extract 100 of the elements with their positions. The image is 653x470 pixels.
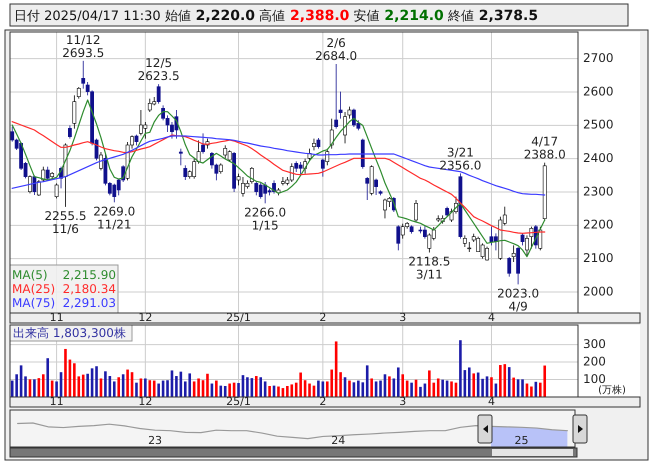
- bar: [414, 380, 418, 397]
- bar: [486, 376, 488, 397]
- candlestick: [348, 106, 352, 120]
- y-tick-label: 2200: [583, 218, 614, 232]
- bar: [184, 381, 187, 397]
- bar: [459, 340, 462, 397]
- bar: [317, 380, 320, 397]
- candlestick: [72, 94, 76, 130]
- text: MA(5): [12, 268, 48, 282]
- bar: [259, 377, 262, 397]
- candlestick: [36, 180, 41, 196]
- text: 3/21 2356.0: [439, 145, 482, 172]
- bar: [290, 384, 294, 397]
- bar: [272, 386, 276, 397]
- bar: [494, 384, 498, 397]
- bar: [82, 374, 85, 397]
- candlestick: [338, 91, 342, 120]
- bar: [499, 365, 502, 397]
- annotation: 2,291.03: [62, 296, 116, 310]
- bar: [339, 372, 342, 397]
- y-axis-title: (万株): [598, 384, 626, 396]
- bar: [406, 380, 408, 397]
- bar: [228, 384, 231, 397]
- bar: [352, 382, 356, 397]
- bar: [232, 382, 236, 397]
- bar: [428, 370, 431, 397]
- candlestick: [467, 242, 472, 252]
- bar: [322, 381, 324, 397]
- candlestick: [462, 234, 467, 248]
- bar: [436, 378, 440, 397]
- candlestick: [525, 234, 529, 258]
- text: 12/5 2623.5: [138, 56, 180, 84]
- candlestick: [183, 164, 188, 180]
- bar: [50, 380, 54, 397]
- bar: [366, 365, 369, 397]
- text: MA(75): [12, 296, 56, 310]
- annotation: 2,215.90: [62, 268, 116, 282]
- bar: [348, 380, 351, 397]
- bar: [144, 378, 147, 397]
- bar: [326, 381, 329, 397]
- bar: [15, 374, 18, 397]
- y-tick-label: 300: [583, 336, 606, 351]
- bar: [152, 380, 156, 397]
- candlestick: [32, 174, 36, 196]
- bar: [534, 382, 538, 397]
- bar: [77, 376, 80, 397]
- candlestick: [148, 98, 152, 112]
- bar: [521, 379, 524, 397]
- y-tick-label: 2600: [583, 84, 614, 98]
- candlestick: [365, 176, 370, 200]
- x-tick-label: 4: [488, 395, 495, 408]
- bar: [140, 378, 142, 397]
- candlestick: [400, 223, 405, 240]
- bar: [299, 372, 302, 397]
- bar: [33, 379, 36, 397]
- bar: [361, 382, 364, 397]
- x-tick-label: 4: [488, 311, 495, 324]
- candlestick: [236, 173, 240, 186]
- chart-title: 日付 2025/04/17 11:30 始値 2,220.0 高値 2,388.0 安値 2,214.0 終値 2,378.5: [14, 8, 538, 24]
- bar: [10, 380, 14, 397]
- candlestick: [374, 178, 378, 196]
- bar: [446, 380, 448, 397]
- candlestick: [46, 166, 50, 180]
- candlestick: [312, 138, 316, 151]
- bar: [508, 367, 511, 397]
- bar: [210, 384, 214, 397]
- bar: [219, 386, 222, 397]
- x-tick-label: 25: [514, 434, 529, 448]
- bar: [441, 380, 444, 397]
- bar: [286, 386, 289, 397]
- bar: [60, 372, 62, 397]
- bar: [135, 382, 138, 397]
- bar: [100, 378, 102, 397]
- bar: [538, 382, 542, 397]
- candlestick: [316, 138, 320, 150]
- bar: [370, 378, 373, 397]
- candlestick: [99, 152, 103, 171]
- chart-title: 出来高 1,803,300株: [13, 326, 126, 340]
- candlestick: [68, 124, 72, 140]
- candlestick: [507, 256, 512, 278]
- candlestick: [201, 132, 205, 154]
- candlestick: [520, 232, 524, 246]
- bar: [419, 386, 422, 397]
- bar: [468, 367, 471, 397]
- text: 2118.5 3/11: [408, 254, 450, 282]
- bar: [28, 379, 32, 397]
- bar: [86, 374, 89, 397]
- bar: [357, 380, 360, 397]
- candlestick: [54, 182, 58, 199]
- bar: [95, 366, 98, 397]
- x-tick-label: 23: [148, 434, 162, 448]
- candlestick: [28, 174, 32, 194]
- y-tick-label: 100: [583, 372, 606, 386]
- bar: [330, 370, 334, 397]
- text: MA(25): [12, 282, 56, 296]
- text: 2023.0 4/9: [497, 286, 540, 314]
- bar: [294, 382, 298, 397]
- bar: [277, 386, 280, 397]
- annotation: 2,180.34: [62, 282, 116, 296]
- bar: [396, 367, 400, 397]
